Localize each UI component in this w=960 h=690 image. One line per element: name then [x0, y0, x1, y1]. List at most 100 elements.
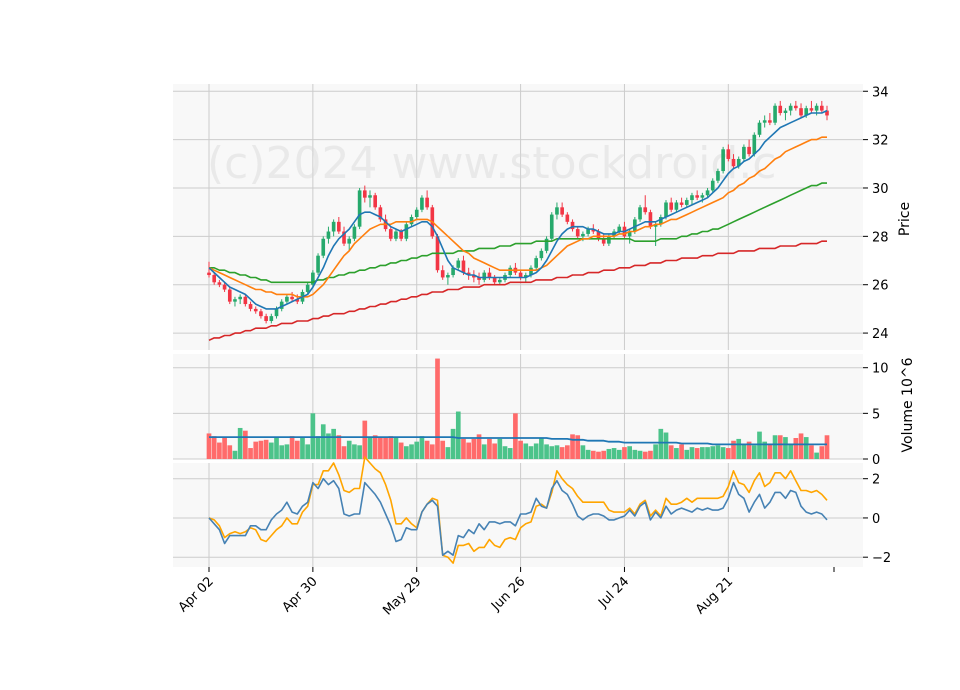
- candle-body: [440, 270, 445, 278]
- candle-body: [279, 301, 284, 309]
- volume-panel-bg: [173, 354, 863, 459]
- candle-body: [534, 258, 538, 268]
- candle-body: [591, 229, 596, 232]
- candle-body: [575, 229, 580, 237]
- candle-body: [643, 207, 648, 213]
- candle-body: [617, 226, 622, 232]
- candle-body: [295, 299, 300, 302]
- volume-bar: [533, 443, 539, 459]
- ma-short-line: [208, 109, 828, 310]
- volume-bar: [263, 439, 269, 459]
- candle-body: [492, 277, 497, 283]
- candle-body: [425, 197, 429, 208]
- candle-body: [799, 108, 803, 116]
- volume-bar: [326, 433, 331, 459]
- candle-body: [212, 275, 217, 283]
- candle-body: [518, 272, 523, 278]
- volume-bar: [793, 438, 799, 459]
- volume-bar: [819, 446, 825, 459]
- candle-body: [337, 221, 341, 232]
- volume-bar: [487, 438, 492, 459]
- candle-body: [357, 190, 362, 227]
- candle-body: [269, 316, 274, 321]
- ma-long-line: [209, 182, 827, 284]
- candle-body: [674, 202, 679, 210]
- volume-bar: [440, 440, 446, 459]
- candle-body: [373, 195, 378, 208]
- candle-body: [736, 158, 741, 167]
- volume-bar: [705, 447, 710, 459]
- volume-bar: [274, 437, 279, 459]
- volume-bar: [549, 446, 555, 459]
- volume-bar: [466, 442, 472, 459]
- volume-bar: [637, 450, 643, 459]
- volume-tick-label: 5: [872, 407, 880, 422]
- candle-body: [752, 134, 757, 155]
- candle-body: [596, 231, 601, 239]
- volume-bar: [404, 446, 409, 459]
- volume-bar: [798, 433, 804, 459]
- volume-bar: [627, 446, 632, 459]
- volume-bar: [346, 440, 352, 459]
- volume-axis-label: Volume 10^6: [900, 357, 916, 452]
- candle-body: [399, 231, 403, 239]
- candle-body: [482, 272, 487, 280]
- volume-bar: [289, 436, 295, 459]
- candle-body: [555, 207, 559, 215]
- candle-body: [233, 299, 237, 302]
- volume-bar: [227, 445, 233, 459]
- volume-bar: [824, 435, 830, 459]
- candle-body: [243, 296, 248, 305]
- candle-body: [721, 149, 725, 172]
- volume-bar: [658, 428, 664, 459]
- volume-bar: [580, 445, 586, 459]
- volume-bar: [305, 444, 311, 459]
- volume-bar: [751, 445, 757, 459]
- ma-200-line: [208, 240, 827, 342]
- volume-bar: [679, 444, 684, 459]
- candle-body: [529, 267, 533, 276]
- candle-body: [362, 190, 367, 198]
- candle-body: [274, 308, 279, 317]
- volume-bar: [237, 427, 243, 459]
- candle-body: [819, 105, 824, 111]
- volume-bar: [362, 420, 368, 459]
- volume-bar: [674, 448, 679, 459]
- candle-body: [700, 195, 705, 198]
- x-tick-label: Apr 30: [280, 574, 321, 615]
- volume-bar: [539, 438, 544, 459]
- volume-bar: [814, 452, 819, 459]
- candle-body: [305, 284, 310, 292]
- candle-body: [601, 238, 606, 244]
- volume-bar: [783, 437, 788, 459]
- volume-bar: [476, 434, 482, 459]
- candle-body: [607, 236, 611, 244]
- candle-body: [757, 122, 762, 135]
- volume-bar: [341, 446, 347, 459]
- candle-body: [565, 214, 570, 222]
- candle-body: [321, 238, 326, 256]
- candle-body: [825, 110, 829, 116]
- volume-bar: [429, 444, 435, 459]
- volume-bar: [757, 431, 762, 459]
- volume-bar: [725, 448, 731, 459]
- volume-bar: [648, 450, 653, 459]
- volume-bar: [554, 445, 560, 459]
- volume-bar: [700, 447, 705, 459]
- volume-bar: [746, 441, 752, 459]
- volume-bar: [284, 444, 290, 459]
- volume-bar: [720, 447, 726, 459]
- volume-bar: [653, 444, 658, 459]
- oscillator-tick-label: −2: [872, 551, 891, 566]
- volume-bar: [570, 434, 575, 459]
- candle-body: [669, 202, 674, 210]
- candle-body: [253, 308, 258, 312]
- volume-bar: [694, 448, 700, 459]
- volume-bar: [622, 447, 627, 459]
- candle-body: [259, 311, 263, 317]
- volume-bar: [481, 444, 487, 459]
- grid-lines: [173, 84, 863, 567]
- price-panel-bg: [173, 84, 863, 350]
- candle-body: [747, 146, 751, 155]
- volume-bar: [357, 445, 362, 459]
